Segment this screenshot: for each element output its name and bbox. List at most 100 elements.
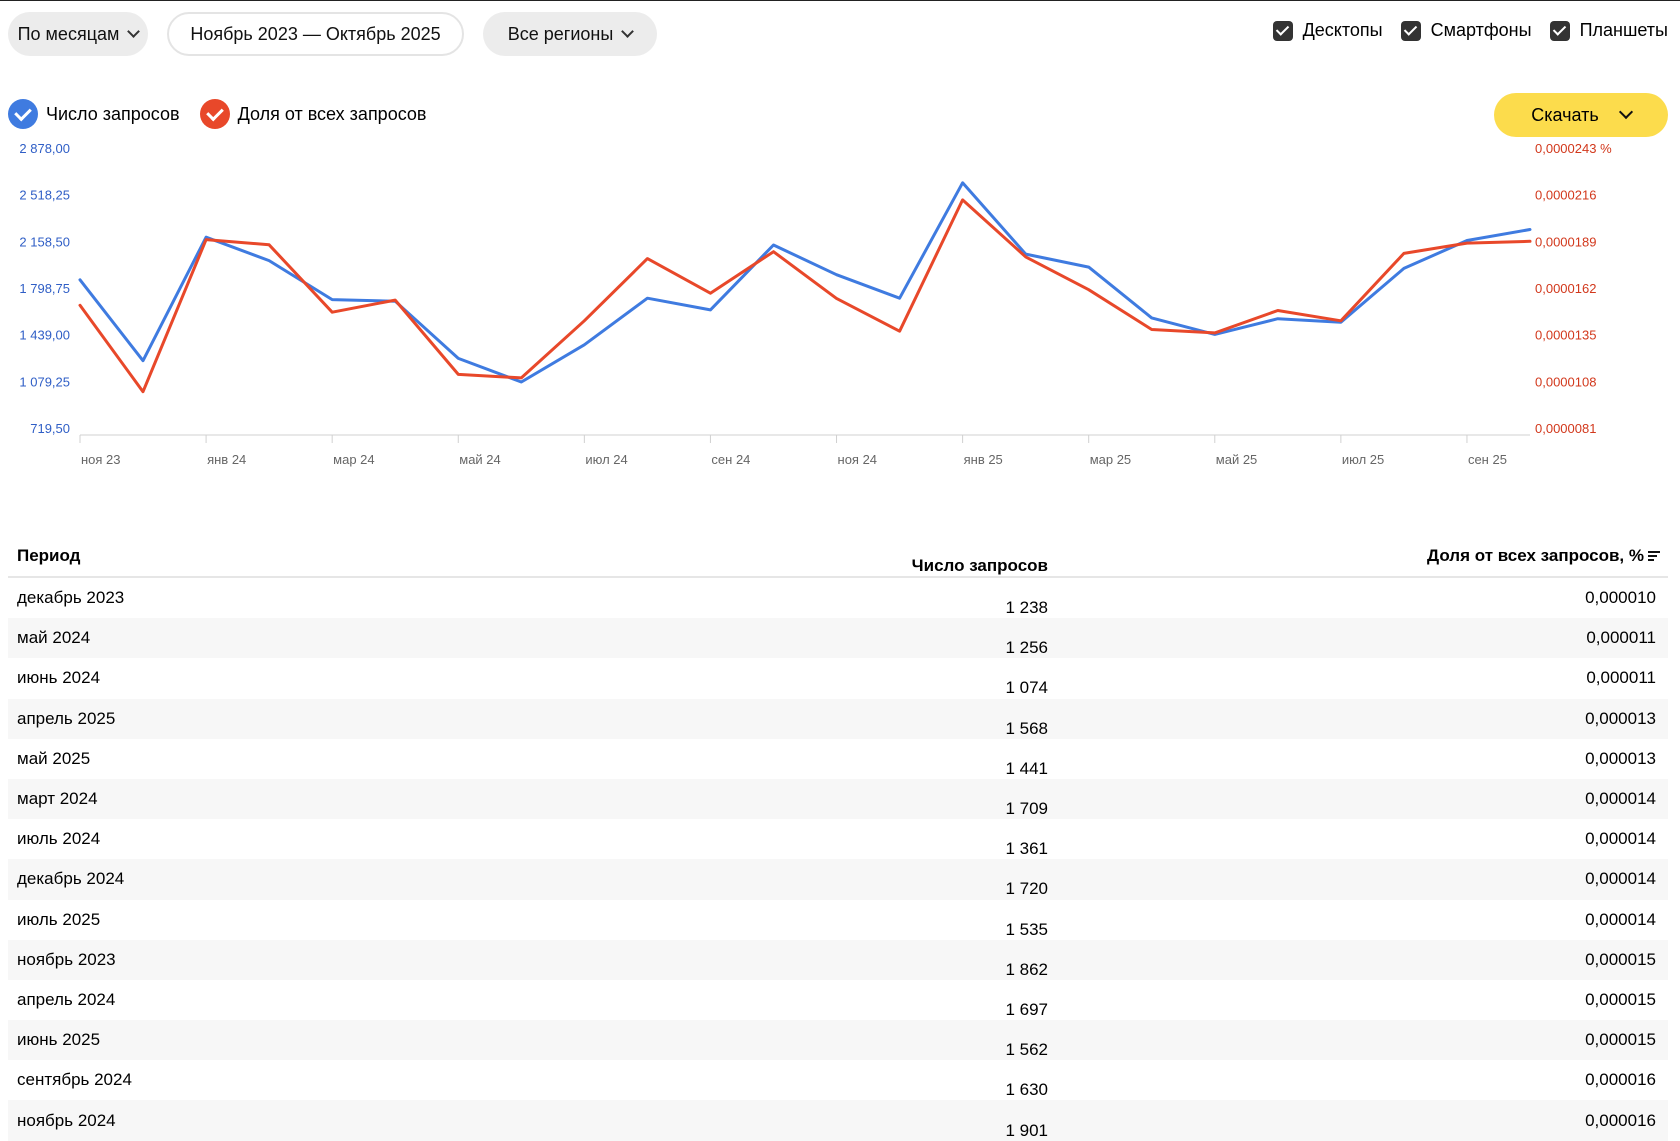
cell-period: март 2024 [17,789,98,809]
x-tick-label: сен 25 [1468,452,1507,467]
line-chart: 2 878,00 2 518,25 2 158,50 1 798,75 1 439,00… [19,141,1612,467]
left-tick-label: 2 878,00 [19,141,70,156]
region-dropdown-label: Все регионы [507,23,614,44]
cell-count: 1 568 [1005,718,1048,738]
check-circle-icon [199,99,230,129]
table-row: апрель 2024 1 697 0,000015 [8,980,1668,1020]
checkbox-checked-icon [1400,20,1421,41]
device-filters: Десктопы Смартфоны Планшеты [1272,20,1668,41]
table-row: июнь 2024 1 074 0,000011 [8,658,1668,698]
table-row: ноябрь 2023 1 862 0,000015 [8,939,1668,980]
cell-share: 0,000013 [1585,748,1656,768]
table-row: ноябрь 2024 1 901 0,000016 [8,1100,1668,1141]
table-row: апрель 2025 1 568 0,000013 [8,698,1668,739]
cell-share: 0,000011 [1586,668,1656,688]
left-tick-label: 2 158,50 [19,234,70,249]
cell-share: 0,000016 [1585,1110,1656,1130]
cell-period: май 2025 [17,748,91,768]
cell-count: 1 256 [1005,638,1048,658]
cell-share: 0,000015 [1585,949,1656,969]
left-tick-label: 1 439,00 [19,328,70,343]
right-tick-label: 0,0000189 [1535,234,1596,249]
column-header-share: Доля от всех запросов, % [1427,545,1644,565]
column-header-count[interactable]: Число запросов [911,555,1048,575]
checkbox-checked-icon [1549,20,1570,41]
x-tick-label: июл 24 [585,452,627,467]
cell-period: июнь 2025 [17,1030,101,1050]
cell-share: 0,000014 [1585,789,1656,809]
left-tick-label: 719,50 [30,421,70,436]
table-row: июнь 2025 1 562 0,000015 [8,1020,1668,1061]
cell-period: апрель 2025 [17,708,116,728]
cell-period: май 2024 [17,628,91,648]
x-tick-label: май 24 [459,452,501,467]
x-tick-label: сен 24 [711,452,750,467]
region-dropdown[interactable]: Все регионы [483,12,657,56]
x-tick-label: янв 24 [207,452,246,467]
device-label: Планшеты [1579,20,1668,40]
cell-share: 0,000015 [1585,1030,1656,1050]
cell-period: декабрь 2024 [17,869,125,889]
cell-count: 1 697 [1005,999,1048,1019]
column-header-period[interactable]: Период [17,545,81,565]
sort-icon[interactable] [1648,550,1660,562]
right-tick-label: 0,0000243 % [1535,141,1612,156]
cell-count: 1 720 [1005,879,1048,899]
x-tick-label: май 25 [1216,452,1258,467]
cell-count: 1 562 [1005,1040,1048,1060]
device-checkbox-desktop[interactable]: Десктопы [1272,20,1383,41]
legend-label-share: Доля от всех запросов [237,103,427,124]
table-row: декабрь 2023 1 238 0,000010 [8,578,1668,618]
table-row: март 2024 1 709 0,000014 [8,778,1668,820]
column-header-share-wrap[interactable]: Доля от всех запросов, % [1048,546,1668,566]
x-tick-label: июл 25 [1342,452,1384,467]
left-tick-label: 2 518,25 [19,188,70,203]
cell-period: июнь 2024 [17,668,101,688]
right-tick-label: 0,0000108 [1535,374,1596,389]
table-body: декабрь 2023 1 238 0,000010 май 2024 1 256 0,… [8,578,1668,1141]
cell-share: 0,000010 [1585,588,1656,608]
cell-count: 1 361 [1005,839,1048,859]
series-line-share [78,198,1532,394]
cell-count: 1 535 [1005,919,1048,939]
period-dropdown[interactable]: По месяцам [8,12,148,56]
cell-count: 1 862 [1005,959,1048,979]
cell-count: 1 238 [1005,598,1048,618]
cell-share: 0,000011 [1586,628,1656,648]
device-checkbox-tablet[interactable]: Планшеты [1549,20,1668,41]
table-row: май 2024 1 256 0,000011 [8,618,1668,659]
table-row: декабрь 2024 1 720 0,000014 [8,859,1668,900]
cell-count: 1 901 [1005,1120,1048,1140]
cell-share: 0,000013 [1585,708,1656,728]
top-border [0,0,1680,1]
table-row: май 2025 1 441 0,000013 [8,739,1668,779]
check-circle-icon [8,99,38,129]
right-tick-label: 0,0000162 [1535,281,1596,296]
chevron-down-icon [621,25,635,38]
date-range-label: Ноябрь 2023 — Октябрь 2025 [190,23,441,44]
cell-count: 1 074 [1005,678,1048,698]
cell-period: июль 2025 [17,909,101,929]
cell-period: июль 2024 [17,829,101,849]
table-row: июль 2024 1 361 0,000014 [8,819,1668,859]
x-tick-label: мар 25 [1090,452,1131,467]
cell-count: 1 709 [1005,799,1048,819]
x-tick-label: мар 24 [333,452,374,467]
cell-count: 1 630 [1005,1080,1048,1100]
x-tick-label: ноя 23 [81,452,121,467]
download-button[interactable]: Скачать [1494,93,1668,137]
date-range-picker[interactable]: Ноябрь 2023 — Октябрь 2025 [167,12,464,56]
data-table: Период Число запросов Доля от всех запро… [8,535,1668,1141]
table-row: сентябрь 2024 1 630 0,000016 [8,1060,1668,1100]
right-tick-label: 0,0000081 [1535,421,1596,436]
chart-legend: Число запросов Доля от всех запросов [8,99,426,129]
legend-toggle-share[interactable]: Доля от всех запросов [199,99,427,129]
left-tick-label: 1 079,25 [19,374,70,389]
legend-label-count: Число запросов [46,103,180,124]
legend-toggle-count[interactable]: Число запросов [8,99,180,129]
device-checkbox-smartphone[interactable]: Смартфоны [1400,20,1532,41]
x-tick-label: янв 25 [964,452,1003,467]
cell-share: 0,000014 [1585,909,1656,929]
checkbox-checked-icon [1272,20,1293,41]
device-label: Смартфоны [1430,20,1532,40]
